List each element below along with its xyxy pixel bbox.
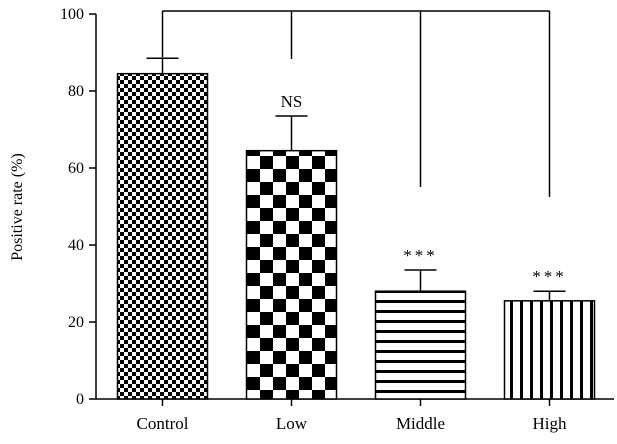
bar-low (245, 149, 338, 400)
significance-label: *** (532, 267, 567, 286)
y-tick-label: 100 (60, 6, 84, 23)
y-axis: 0 20 40 60 80 100 (60, 6, 97, 408)
bars (116, 72, 596, 400)
x-tick-label: Middle (396, 414, 445, 433)
x-tick-label: Control (137, 414, 189, 433)
significance-label: NS (281, 92, 303, 111)
y-tick-label: 0 (76, 391, 84, 408)
y-tick-label: 60 (68, 160, 84, 177)
y-tick-label: 20 (68, 314, 84, 331)
y-axis-label: Positive rate (%) (9, 153, 26, 261)
x-tick-label: Low (276, 414, 308, 433)
error-bars (146, 57, 566, 301)
x-tick-label: High (533, 414, 568, 433)
significance-labels: NS *** *** (281, 92, 567, 286)
y-tick-label: 40 (68, 237, 84, 254)
significance-brackets (161, 10, 551, 197)
y-tick-label: 80 (68, 83, 84, 100)
bar-control (116, 72, 209, 400)
significance-label: *** (403, 246, 438, 265)
x-axis: Control Low Middle High (96, 398, 614, 433)
bar-high (503, 300, 596, 400)
bar-middle (374, 290, 467, 400)
